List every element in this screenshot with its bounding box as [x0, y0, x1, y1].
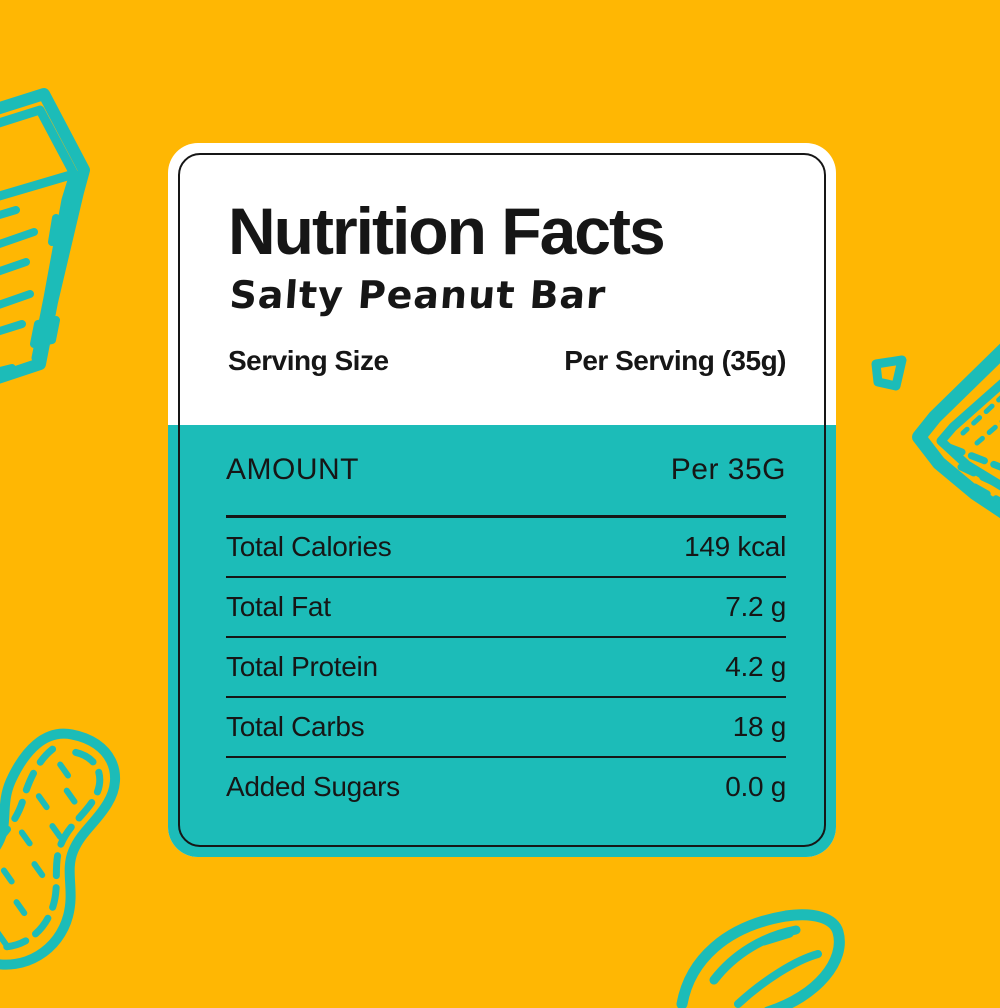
- table-row: Added Sugars 0.0 g: [226, 758, 786, 816]
- serving-size-value: Per Serving (35g): [564, 345, 786, 377]
- card-header: Nutrition Facts Salty Peanut Bar Serving…: [168, 143, 836, 377]
- table-header-row: AMOUNT Per 35G: [226, 425, 786, 518]
- per-35g-header: Per 35G: [670, 453, 786, 486]
- peanut-doodle-icon: [0, 728, 121, 970]
- row-label: Added Sugars: [226, 771, 400, 802]
- row-value: 149 kcal: [684, 531, 786, 562]
- nutrition-table: AMOUNT Per 35G Total Calories 149 kcal T…: [226, 425, 786, 816]
- row-label: Total Protein: [226, 651, 378, 682]
- product-name: Salty Peanut Bar: [228, 272, 608, 317]
- row-label: Total Carbs: [226, 711, 365, 742]
- row-label: Total Calories: [226, 531, 392, 562]
- nutrition-facts-card: Nutrition Facts Salty Peanut Bar Serving…: [168, 143, 836, 857]
- table-row: Total Fat 7.2 g: [226, 578, 786, 638]
- row-value: 0.0 g: [725, 771, 786, 802]
- table-row: Total Calories 149 kcal: [226, 518, 786, 578]
- card-teal-section: [168, 425, 836, 857]
- row-value: 7.2 g: [725, 591, 786, 622]
- chocolate-corner-doodle-icon: [912, 343, 1000, 519]
- table-row: Total Carbs 18 g: [226, 698, 786, 758]
- almond-doodle-icon: [676, 909, 845, 1008]
- amount-header: AMOUNT: [226, 453, 359, 486]
- serving-size-row: Serving Size Per Serving (35g): [228, 345, 786, 377]
- row-value: 4.2 g: [725, 651, 786, 682]
- row-value: 18 g: [732, 711, 787, 742]
- table-row: Total Protein 4.2 g: [226, 638, 786, 698]
- row-label: Total Fat: [226, 591, 331, 622]
- chocolate-chunk-doodle-icon: [871, 355, 907, 391]
- chocolate-bar-doodle-icon: [0, 88, 90, 384]
- serving-size-label: Serving Size: [228, 345, 389, 377]
- page-title: Nutrition Facts: [228, 194, 666, 268]
